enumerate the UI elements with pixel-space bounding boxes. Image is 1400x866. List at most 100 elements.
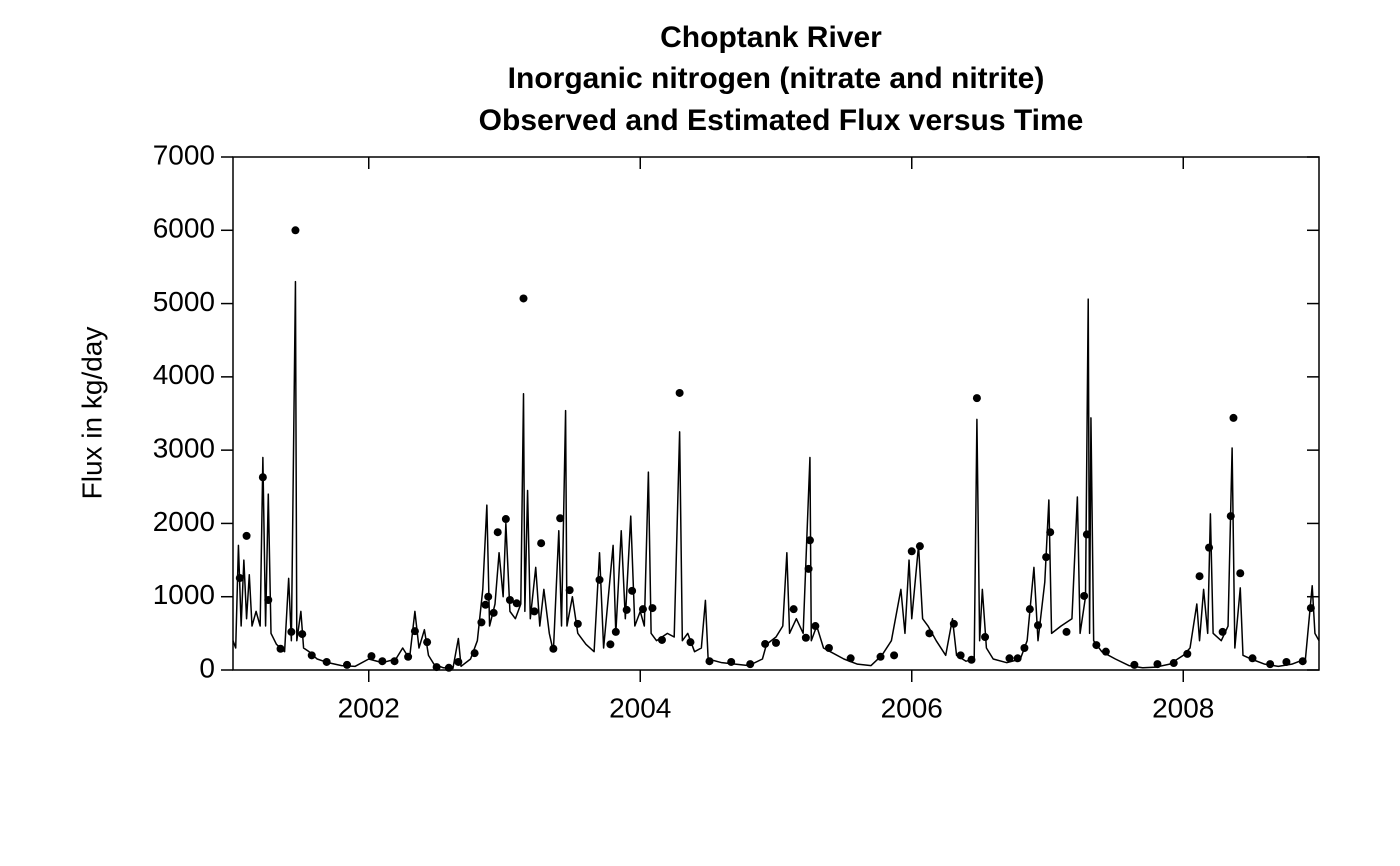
observed-point bbox=[890, 651, 899, 660]
observed-point bbox=[378, 657, 387, 666]
observed-point bbox=[481, 600, 490, 609]
x-tick-label: 2006 bbox=[881, 692, 943, 723]
observed-point bbox=[1226, 512, 1235, 521]
x-tick-label: 2004 bbox=[609, 692, 671, 723]
plot-frame bbox=[232, 156, 1320, 671]
observed-point bbox=[343, 660, 352, 669]
observed-point bbox=[761, 639, 770, 648]
observed-point bbox=[410, 627, 419, 636]
observed-point bbox=[705, 657, 714, 666]
observed-point bbox=[1236, 569, 1245, 578]
observed-point bbox=[1101, 647, 1110, 656]
observed-point bbox=[805, 536, 814, 545]
y-tick-label: 1000 bbox=[153, 579, 215, 610]
observed-point bbox=[1013, 654, 1022, 663]
observed-point bbox=[907, 547, 916, 556]
chart-title: Choptank River bbox=[660, 21, 882, 54]
observed-point bbox=[1282, 657, 1291, 666]
observed-point bbox=[1080, 591, 1089, 600]
observed-point bbox=[915, 542, 924, 551]
observed-point bbox=[772, 638, 780, 647]
observed-point bbox=[846, 654, 855, 663]
observed-point bbox=[727, 657, 736, 666]
y-tick-label: 4000 bbox=[153, 359, 215, 390]
observed-point bbox=[519, 294, 528, 303]
y-tick-label: 6000 bbox=[153, 213, 215, 244]
observed-point bbox=[811, 622, 820, 631]
observed-point bbox=[824, 644, 833, 653]
observed-point bbox=[1218, 627, 1227, 636]
observed-point bbox=[648, 604, 657, 613]
observed-point bbox=[264, 596, 273, 605]
observed-point bbox=[1183, 649, 1192, 658]
observed-point bbox=[1033, 621, 1042, 630]
y-axis-label: Flux in kg/day bbox=[76, 327, 107, 500]
observed-point bbox=[1248, 654, 1257, 663]
observed-point bbox=[638, 605, 647, 614]
observed-point bbox=[925, 629, 934, 638]
observed-point bbox=[537, 539, 546, 548]
observed-point bbox=[242, 531, 251, 540]
observed-point bbox=[404, 652, 413, 661]
observed-point bbox=[1298, 657, 1307, 666]
observed-point bbox=[789, 605, 798, 614]
observed-point bbox=[258, 473, 267, 482]
observed-point bbox=[291, 226, 300, 235]
observed-point bbox=[493, 528, 502, 537]
observed-point bbox=[565, 586, 574, 595]
observed-point bbox=[470, 649, 479, 658]
y-tick-label: 7000 bbox=[153, 139, 215, 170]
observed-point bbox=[512, 599, 521, 608]
observed-point bbox=[876, 652, 885, 661]
observed-point bbox=[1005, 654, 1014, 663]
observed-point bbox=[530, 607, 539, 616]
observed-point bbox=[556, 514, 565, 523]
observed-point bbox=[611, 627, 620, 636]
observed-point bbox=[1025, 605, 1034, 614]
chart-title: Inorganic nitrogen (nitrate and nitrite) bbox=[508, 62, 1045, 95]
observed-point bbox=[573, 619, 582, 628]
observed-point bbox=[307, 651, 316, 660]
y-tick-label: 3000 bbox=[153, 433, 215, 464]
observed-point bbox=[454, 657, 463, 666]
observed-point bbox=[1195, 572, 1204, 581]
observed-point bbox=[949, 619, 958, 628]
observed-point bbox=[477, 618, 486, 627]
observed-point bbox=[1306, 604, 1315, 613]
observed-point bbox=[489, 608, 498, 617]
observed-point bbox=[804, 564, 813, 573]
observed-point bbox=[1042, 553, 1051, 562]
observed-point bbox=[622, 605, 631, 614]
observed-point bbox=[298, 630, 307, 639]
x-tick-label: 2008 bbox=[1152, 692, 1214, 723]
observed-point bbox=[686, 638, 695, 647]
observed-point bbox=[606, 640, 615, 649]
observed-point bbox=[1229, 413, 1238, 422]
observed-point bbox=[276, 644, 285, 653]
y-tick-label: 0 bbox=[199, 652, 215, 683]
observed-point bbox=[1062, 627, 1071, 636]
observed-point bbox=[1205, 543, 1214, 552]
observed-point bbox=[1130, 660, 1139, 669]
observed-point bbox=[972, 394, 981, 403]
observed-point bbox=[657, 635, 666, 644]
observed-point bbox=[967, 655, 976, 664]
observed-point bbox=[390, 657, 399, 666]
observed-point bbox=[322, 657, 331, 666]
x-tick-label: 2002 bbox=[338, 692, 400, 723]
observed-point bbox=[432, 663, 441, 672]
observed-point bbox=[1046, 528, 1055, 537]
observed-point bbox=[628, 586, 637, 595]
observed-point bbox=[1092, 641, 1101, 650]
observed-point bbox=[1266, 660, 1275, 669]
observed-point bbox=[595, 575, 604, 584]
observed-point bbox=[549, 644, 558, 653]
observed-point bbox=[444, 663, 453, 672]
observed-point bbox=[1153, 660, 1162, 669]
observed-point bbox=[1020, 644, 1029, 653]
observed-point bbox=[675, 388, 684, 397]
observed-point bbox=[423, 638, 432, 647]
y-tick-label: 2000 bbox=[153, 506, 215, 537]
